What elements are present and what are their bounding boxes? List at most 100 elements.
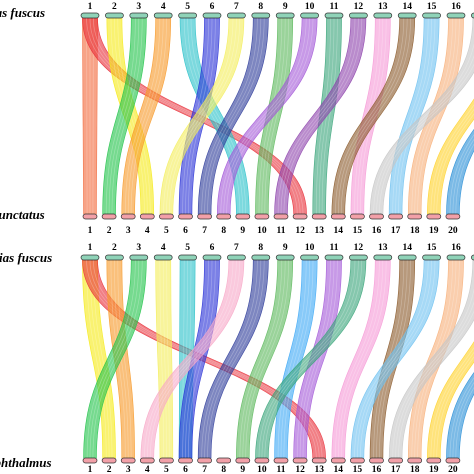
panel2-link-12-to-10-stripe <box>264 259 363 459</box>
ribbon-layer <box>82 17 474 459</box>
panel2-bottom-chromosome-1 <box>82 457 98 464</box>
panel1-bottom-species-label: punctatus <box>0 207 45 222</box>
panel1-bottom-chromosome-label-5: 5 <box>164 226 169 236</box>
panel2-bottom-chromosome-9 <box>235 457 251 464</box>
panel2-bottom-chromosome-14 <box>330 457 346 464</box>
panel2-link-13-to-14-stripe <box>337 259 384 459</box>
panel1-top-chromosome-label-5: 5 <box>185 2 190 12</box>
panel1-top-chromosome-6 <box>202 12 222 19</box>
panel2-link-19-to-20-stripe <box>449 377 474 459</box>
panel2-bottom-chromosome-8 <box>216 457 232 464</box>
panel1-link-7-to-5-stripe <box>163 17 234 215</box>
panel2-top-chromosome-13 <box>373 254 393 261</box>
panel1-bottom-chromosome-6 <box>178 213 193 220</box>
panel2-bottom-chromosome-label-4: 4 <box>145 465 150 474</box>
panel1-link-1-to-1-stripe <box>86 17 88 215</box>
panel1-bottom-chromosome-label-18: 18 <box>410 226 420 236</box>
panel2-bottom-chromosome-13 <box>311 457 327 464</box>
panel2-top-chromosome-label-15: 15 <box>427 243 437 253</box>
panel1-top-chromosome-label-6: 6 <box>210 2 215 12</box>
panel1-bottom-chromosome-14 <box>330 213 346 220</box>
panel1-bottom-chromosome-label-11: 11 <box>277 226 286 236</box>
panel1-link-19-to-20-stripe <box>455 143 474 215</box>
panel2-top-chromosome-16 <box>446 254 466 261</box>
panel2-link-8-to-7-stripe <box>204 259 262 459</box>
panel2-bottom-chromosome-label-5: 5 <box>164 465 169 474</box>
panel2-top-chromosome-label-2: 2 <box>112 243 117 253</box>
panel1-link-17-to-16 <box>369 17 474 215</box>
panel1-top-chromosome-4 <box>153 12 173 19</box>
panel1-bottom-chromosome-7 <box>197 213 212 220</box>
panel2-link-10-to-11 <box>274 259 318 459</box>
panel2-bottom-chromosome-label-8: 8 <box>221 465 226 474</box>
panel1-link-4-to-3-stripe <box>130 17 167 215</box>
panel2-bottom-chromosome-label-11: 11 <box>277 465 286 474</box>
panel1-link-3-to-2-stripe <box>111 17 143 215</box>
panel2-bottom-chromosome-16 <box>369 457 384 464</box>
panel2-link-19-to-20-stripe <box>455 387 474 459</box>
panel1-bottom-chromosome-8 <box>216 213 232 220</box>
panel1-top-chromosome-label-4: 4 <box>161 2 166 12</box>
panel1-bottom-chromosome-label-20: 20 <box>448 226 458 236</box>
panel2-bottom-chromosome-20 <box>445 457 461 464</box>
panel1-link-14-to-14-stripe <box>340 17 411 215</box>
panel2-link-9-to-9 <box>236 259 294 459</box>
panel1-bottom-chromosome-label-10: 10 <box>257 226 267 236</box>
panel1-link-3-to-2-stripe <box>108 17 140 215</box>
panel2-bottom-chromosome-label-19: 19 <box>429 465 439 474</box>
panel2-top-chromosome-17 <box>471 254 474 261</box>
panel1-bottom-chromosome-label-14: 14 <box>334 226 344 236</box>
panel2-bottom-chromosome-6 <box>178 457 193 464</box>
panel2-link-9-to-9-stripe <box>239 259 283 459</box>
panel2-bottom-chromosome-18 <box>407 457 423 464</box>
panel2-top-chromosome-7 <box>227 254 246 261</box>
panel2-bottom-chromosome-label-14: 14 <box>334 465 344 474</box>
panel1-link-19-to-20-stripe <box>449 134 474 215</box>
panel1-bottom-chromosome-2 <box>101 213 117 220</box>
panel2-link-10-to-11-stripe <box>280 259 310 459</box>
panel1-top-chromosome-label-9: 9 <box>283 2 288 12</box>
panel1-bottom-chromosome-label-4: 4 <box>145 226 150 236</box>
panel1-bottom-chromosome-label-15: 15 <box>353 226 363 236</box>
panel1-top-chromosome-12 <box>349 12 368 19</box>
panel1-top-chromosome-16 <box>446 12 466 19</box>
panel2-top-chromosome-2 <box>105 254 124 261</box>
panel2-link-9-to-9-stripe <box>242 259 286 459</box>
panel2-bottom-chromosome-label-10: 10 <box>257 465 267 474</box>
panel2-top-chromosome-10 <box>300 254 319 261</box>
panel2-link-1-to-2-stripe <box>89 259 110 459</box>
panel1-bottom-chromosome-12 <box>292 213 308 220</box>
panel1-top-chromosome-10 <box>300 12 319 19</box>
panel1-link-3-to-2-stripe <box>105 17 136 215</box>
panel2-link-13-to-14 <box>331 259 391 459</box>
panel1-link-14-to-14-stripe <box>335 17 405 215</box>
panel2-top-chromosome-15 <box>422 254 441 261</box>
panel2-bottom-chromosome-4 <box>139 457 155 464</box>
panel2-link-18-to-19-stripe <box>433 351 474 459</box>
panel2-link-18-to-19 <box>427 341 474 459</box>
panel2-bottom-chromosome-label-18: 18 <box>410 465 420 474</box>
panel2-bottom-chromosome-label-16: 16 <box>372 465 382 474</box>
panel2-link-18-to-19-stripe <box>430 347 474 459</box>
panel1-bottom-chromosome-label-8: 8 <box>221 226 226 236</box>
panel2-bottom-species-label: ophthalmus <box>0 455 52 470</box>
panel1-top-chromosome-2 <box>105 12 124 19</box>
panel1-link-8-to-7-stripe <box>201 17 258 215</box>
panel2-link-1-to-2 <box>82 259 116 459</box>
panel1-bottom-chromosome-20 <box>445 213 461 220</box>
panel2-bottom-chromosome-15 <box>350 457 365 464</box>
panel2-top-chromosome-4 <box>153 254 173 261</box>
panel2-bottom-chromosome-label-1: 1 <box>88 465 93 474</box>
panel2-bottom-chromosome-label-12: 12 <box>295 465 305 474</box>
panel1-bottom-chromosome-label-1: 1 <box>88 226 93 236</box>
panel2-link-3-to-1-stripe <box>86 259 136 459</box>
panel1-top-chromosome-label-16: 16 <box>451 2 461 12</box>
panel1-link-17-to-16-stripe <box>373 42 474 215</box>
panel1-link-18-to-19 <box>427 98 474 215</box>
panel1-top-chromosome-label-1: 1 <box>88 2 93 12</box>
panel1-link-17-to-16-stripe <box>376 54 474 215</box>
panel2-link-19-to-20-stripe <box>452 381 474 459</box>
panel1-link-10-to-8-stripe <box>220 17 307 215</box>
panel1-link-8-to-7-stripe <box>204 17 262 215</box>
panel2-top-chromosome-label-8: 8 <box>258 243 263 253</box>
